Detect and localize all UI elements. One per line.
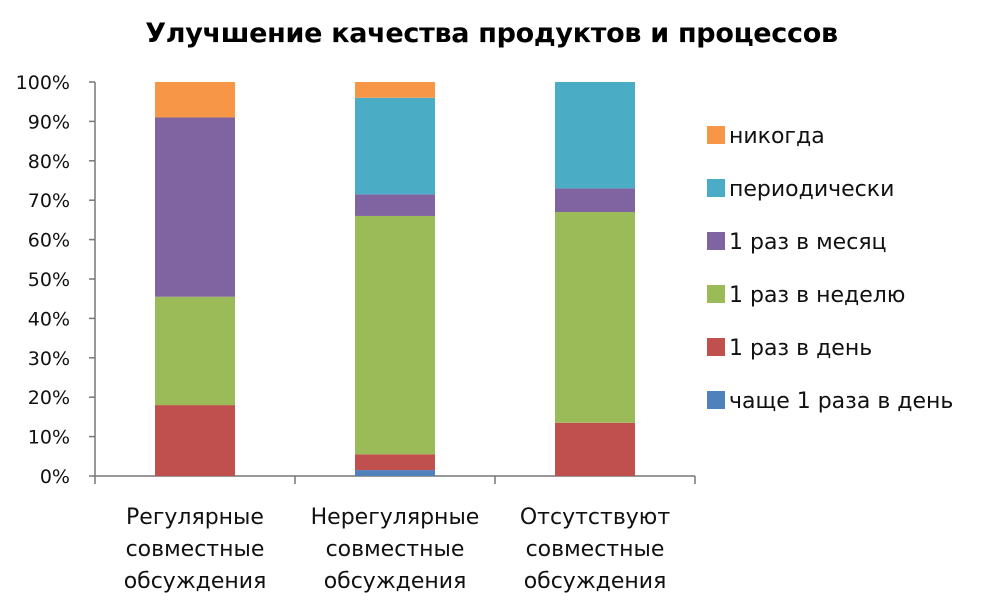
y-tick-label: 60% [28,230,70,252]
legend-swatch-3 [707,232,725,250]
bar-segment-2-cat-1 [355,215,435,455]
legend-label: 1 раз в месяц [729,230,887,255]
y-tick-label: 90% [28,111,70,133]
bar-segment-2-cat-2 [555,212,635,423]
bar-segment-5-cat-1 [355,82,435,98]
y-tick-label: 50% [28,269,70,291]
legend-swatch-1 [707,338,725,356]
bar-segment-3-cat-0 [155,117,235,297]
bar-segment-1-cat-1 [355,454,435,471]
x-category-label: Нерегулярные [311,505,480,530]
x-category-label: Регулярные [126,505,264,530]
legend-label: никогда [729,124,825,149]
legend-label: периодически [729,177,894,202]
y-tick-label: 70% [28,190,70,212]
x-category-label: обсуждения [324,569,467,594]
y-tick-label: 80% [28,151,70,173]
bar-segment-1-cat-2 [555,422,635,476]
legend-label: 1 раз в день [729,336,872,361]
legend-swatch-5 [707,126,725,144]
y-tick-label: 30% [28,348,70,370]
y-tick-label: 0% [40,466,70,488]
x-category-label: Отсутствуют [520,505,670,530]
x-category-label: совместные [126,537,265,562]
bar-segment-3-cat-1 [355,194,435,216]
legend-swatch-2 [707,285,725,303]
y-tick-label: 20% [28,387,70,409]
bar-segment-5-cat-0 [155,82,235,118]
x-category-label: совместные [326,537,465,562]
y-tick-label: 10% [28,427,70,449]
legend-label: чаще 1 раза в день [729,389,953,414]
bar-segment-4-cat-2 [555,82,635,189]
bar-segment-1-cat-0 [155,405,235,476]
bar-segment-0-cat-1 [355,470,435,476]
legend-swatch-0 [707,391,725,409]
x-category-label: совместные [526,537,665,562]
x-category-label: обсуждения [524,569,667,594]
y-tick-label: 40% [28,308,70,330]
legend-swatch-4 [707,179,725,197]
x-category-label: обсуждения [124,569,267,594]
bar-segment-3-cat-2 [555,188,635,213]
bar-segment-2-cat-0 [155,296,235,406]
legend-label: 1 раз в неделю [729,283,905,308]
y-tick-label: 100% [16,72,70,94]
chart-title: Улучшение качества продуктов и процессов [145,18,838,49]
bar-segment-4-cat-1 [355,97,435,195]
